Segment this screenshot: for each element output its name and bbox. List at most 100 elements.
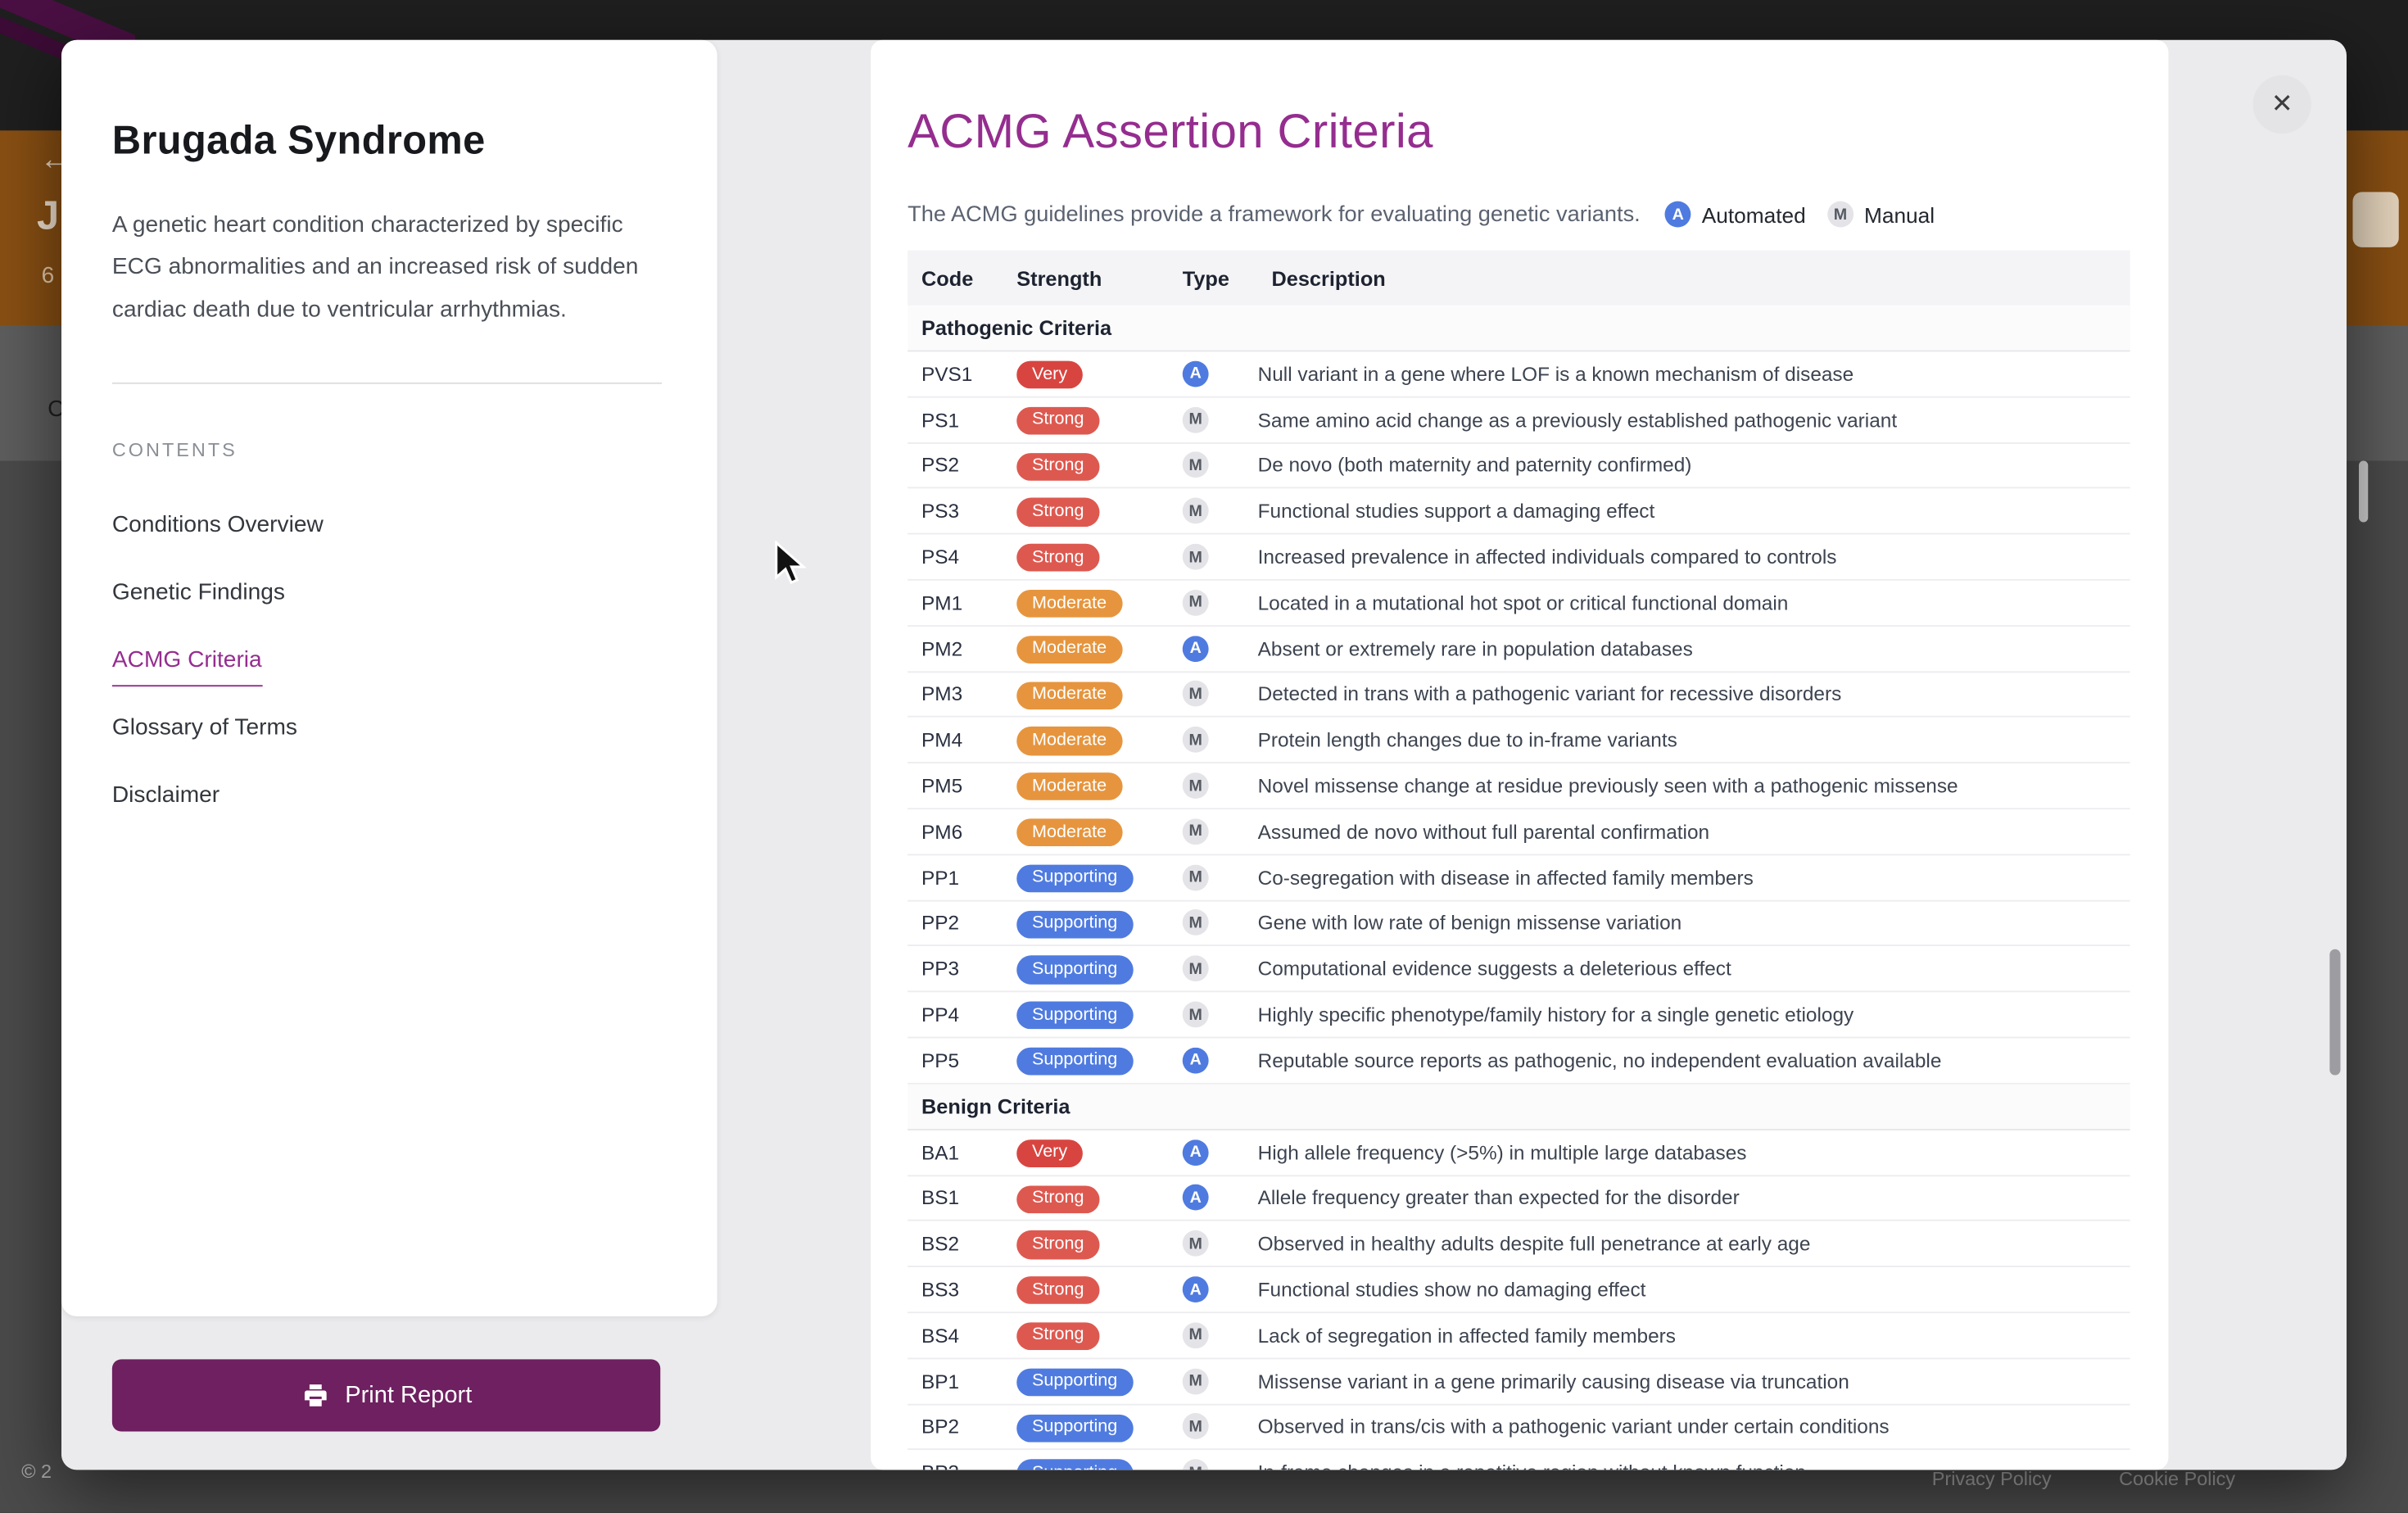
section-title: Benign Criteria <box>921 1094 1070 1118</box>
type-badge: M <box>1182 1367 1209 1394</box>
type-badge: M <box>1182 863 1209 890</box>
table-row: BP3 Supporting M In-frame changes in a r… <box>908 1451 2130 1470</box>
table-row: PM2 Moderate A Absent or extremely rare … <box>908 627 2130 673</box>
close-button[interactable]: ✕ <box>2252 75 2311 134</box>
criteria-table-body: Pathogenic Criteria PVS1 Very A Null var… <box>908 306 2130 1470</box>
toc-item-disclaimer[interactable]: Disclaimer <box>111 781 220 809</box>
criteria-description: Functional studies show no damaging effe… <box>1257 1278 1646 1302</box>
automated-icon: A <box>1664 201 1691 228</box>
type-badge: M <box>1182 1322 1209 1348</box>
divider <box>111 383 663 385</box>
criteria-code: BS3 <box>921 1278 960 1302</box>
printer-icon <box>301 1381 330 1411</box>
strength-badge: Strong <box>1016 498 1100 527</box>
criteria-code: PP4 <box>921 1003 960 1026</box>
header-code: Code <box>921 266 974 290</box>
toc-item-conditions-overview[interactable]: Conditions Overview <box>111 511 324 538</box>
table-row: BS3 Strong A Functional studies show no … <box>908 1267 2130 1314</box>
strength-badge: Strong <box>1016 1276 1100 1305</box>
strength-badge: Strong <box>1016 452 1100 481</box>
report-modal: Brugada Syndrome A genetic heart conditi… <box>61 39 2347 1470</box>
strength-badge: Moderate <box>1016 772 1122 801</box>
print-report-button[interactable]: Print Report <box>111 1359 661 1432</box>
criteria-code: PVS1 <box>921 362 973 386</box>
page-scrollbar-fragment <box>2359 460 2369 523</box>
table-row: PP5 Supporting A Reputable source report… <box>908 1038 2130 1085</box>
table-row: BS2 Strong M Observed in healthy adults … <box>908 1221 2130 1268</box>
acmg-subtitle: The ACMG guidelines provide a framework … <box>908 202 1641 227</box>
strength-badge: Supporting <box>1016 1001 1134 1031</box>
criteria-code: BP2 <box>921 1415 960 1438</box>
strength-badge: Strong <box>1016 544 1100 573</box>
condition-panel: Brugada Syndrome A genetic heart conditi… <box>61 39 717 1316</box>
criteria-description: Reputable source reports as pathogenic, … <box>1257 1049 1942 1072</box>
criteria-code: PM1 <box>921 591 963 614</box>
criteria-code: PP1 <box>921 865 960 889</box>
table-row: PM6 Moderate M Assumed de novo without f… <box>908 809 2130 855</box>
criteria-code: PM2 <box>921 636 963 660</box>
criteria-description: Functional studies support a damaging ef… <box>1257 499 1655 523</box>
legend-automated: A Automated <box>1664 201 1806 228</box>
acmg-panel: ACMG Assertion Criteria The ACMG guideli… <box>871 39 2169 1470</box>
type-badge: A <box>1182 1276 1209 1303</box>
criteria-description: Same amino acid change as a previously e… <box>1257 408 1898 432</box>
strength-badge: Very <box>1016 360 1083 389</box>
table-row: PM1 Moderate M Located in a mutational h… <box>908 581 2130 627</box>
strength-badge: Moderate <box>1016 681 1122 709</box>
criteria-code: PS1 <box>921 408 960 432</box>
legend-manual: M Manual <box>1826 201 1935 228</box>
type-badge: M <box>1182 955 1209 982</box>
criteria-description: Observed in healthy adults despite full … <box>1257 1232 1811 1256</box>
type-badge: A <box>1182 1047 1209 1074</box>
criteria-description: Located in a mutational hot spot or crit… <box>1257 591 1789 614</box>
criteria-description: Null variant in a gene where LOF is a kn… <box>1257 362 1854 386</box>
table-row: PP1 Supporting M Co-segregation with dis… <box>908 855 2130 901</box>
type-badge: A <box>1182 1139 1209 1166</box>
criteria-code: PM6 <box>921 819 963 844</box>
criteria-description: Detected in trans with a pathogenic vari… <box>1257 682 1842 706</box>
criteria-description: Assumed de novo without full parental co… <box>1257 819 1710 844</box>
criteria-code: PS3 <box>921 499 960 523</box>
page-content-fragment: C <box>48 396 65 423</box>
page-footer-links: Privacy Policy Cookie Policy <box>1932 1469 2235 1490</box>
strength-badge: Very <box>1016 1139 1083 1167</box>
table-section-row: Benign Criteria <box>908 1084 2130 1130</box>
toc-item-genetic-findings[interactable]: Genetic Findings <box>111 579 285 606</box>
type-badge: M <box>1182 1413 1209 1440</box>
criteria-description: Novel missense change at residue previou… <box>1257 774 1958 798</box>
strength-badge: Moderate <box>1016 727 1122 755</box>
criteria-code: BS2 <box>921 1232 960 1256</box>
criteria-code: PS4 <box>921 545 960 569</box>
table-section-row: Pathogenic Criteria <box>908 306 2130 352</box>
footer-link: Cookie Policy <box>2119 1468 2236 1490</box>
type-badge: M <box>1182 589 1209 616</box>
type-badge: M <box>1182 909 1209 936</box>
type-badge: M <box>1182 498 1209 524</box>
criteria-code: PP3 <box>921 957 960 981</box>
criteria-code: BP3 <box>908 1461 1003 1470</box>
table-row: BP1 Supporting M Missense variant in a g… <box>908 1359 2130 1405</box>
criteria-code: PM5 <box>921 774 963 798</box>
criteria-description: Highly specific phenotype/family history… <box>1257 1003 1854 1026</box>
type-badge: A <box>1182 1185 1209 1212</box>
criteria-code: PP5 <box>921 1049 960 1072</box>
table-row: PM4 Moderate M Protein length changes du… <box>908 718 2130 764</box>
condition-description: A genetic heart condition characterized … <box>111 211 639 323</box>
strength-badge: Supporting <box>1016 910 1134 939</box>
header-description: Description <box>1271 266 1386 290</box>
modal-scrollbar-thumb[interactable] <box>2329 949 2341 1076</box>
criteria-description: Protein length changes due to in-frame v… <box>1257 728 1677 752</box>
type-badge: M <box>1182 1230 1209 1257</box>
strength-badge: Supporting <box>1016 1368 1134 1397</box>
type-badge: A <box>1182 635 1209 662</box>
table-row: PM5 Moderate M Novel missense change at … <box>908 763 2130 810</box>
toc-item-acmg-criteria[interactable]: ACMG Criteria <box>111 627 662 695</box>
manual-label: Manual <box>1863 202 1935 227</box>
toc-item-glossary[interactable]: Glossary of Terms <box>111 714 297 741</box>
strength-badge: Strong <box>1016 406 1100 435</box>
close-icon: ✕ <box>2270 88 2293 119</box>
criteria-description: High allele frequency (>5%) in multiple … <box>1257 1140 1747 1164</box>
criteria-description: De novo (both maternity and paternity co… <box>1257 454 1692 478</box>
strength-badge: Supporting <box>1016 1459 1134 1470</box>
manual-icon: M <box>1826 201 1854 228</box>
